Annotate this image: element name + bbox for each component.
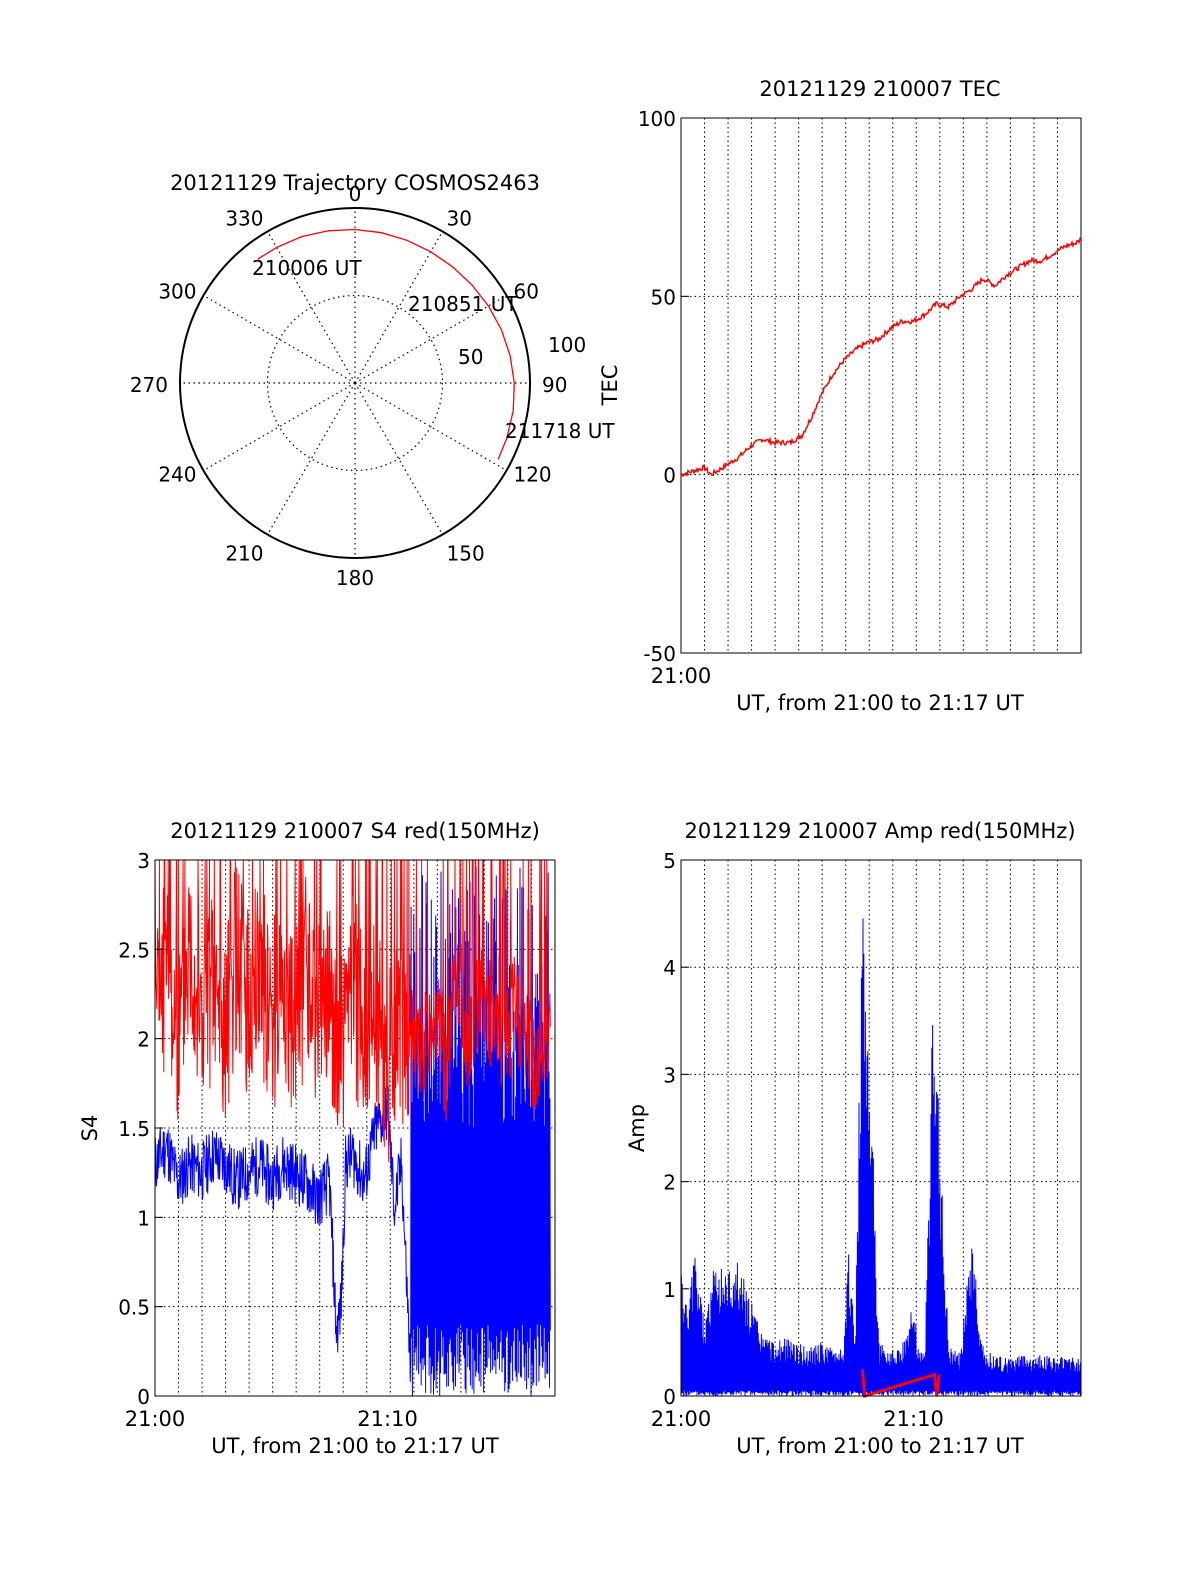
amp-plot-frame <box>680 859 1082 1397</box>
polar-spoke <box>203 382 356 472</box>
polar-title: 20121129 Trajectory COSMOS2463 <box>170 171 540 195</box>
tec-x-axis-label: UT, from 21:00 to 21:17 UT <box>736 691 1024 715</box>
polar-spoke <box>266 231 356 384</box>
polar-ring-label-inner: 50 <box>458 345 483 369</box>
polar-azimuth-label: 120 <box>513 463 551 487</box>
polar-azimuth-label: 240 <box>158 463 196 487</box>
polar-annotation-end: 211718 UT <box>505 419 615 443</box>
polar-azimuth-label: 60 <box>513 280 538 304</box>
y-tick-label: 0 <box>663 1385 676 1409</box>
amp-blue-series <box>680 918 1082 1397</box>
y-tick-label: -50 <box>643 642 676 666</box>
polar-annotation-mid: 210851 UT <box>408 292 518 316</box>
polar-azimuth-label: 150 <box>447 541 485 565</box>
y-tick-label: 3 <box>663 1063 676 1087</box>
polar-azimuth-label: 180 <box>336 566 374 590</box>
y-tick-label: 2 <box>137 1028 150 1052</box>
s4-tick-labels: 0 0.5 1 1.5 2 2.5 3 21:00 21:10 <box>118 849 418 1431</box>
x-tick-label: 21:00 <box>651 1407 712 1431</box>
y-tick-label: 0 <box>663 464 676 488</box>
amp-title: 20121129 210007 Amp red(150MHz) <box>684 819 1075 843</box>
x-tick-label: 21:10 <box>357 1407 418 1431</box>
y-tick-label: 0 <box>137 1385 150 1409</box>
tec-y-axis-label: TEC <box>598 365 622 407</box>
x-tick-label: 21:00 <box>125 1407 186 1431</box>
y-tick-label: 50 <box>651 285 676 309</box>
polar-spoke <box>354 382 507 472</box>
polar-azimuth-label: 30 <box>447 207 472 231</box>
tec-plot-frame <box>680 117 1082 654</box>
y-tick-label: 0.5 <box>118 1296 150 1320</box>
polar-azimuth-label: 0 <box>349 182 362 206</box>
y-tick-label: 3 <box>137 849 150 873</box>
polar-azimuth-labels: 0 30 60 90 120 150 180 210 240 270 300 330 <box>130 182 568 590</box>
tec-series-line <box>680 236 1082 478</box>
polar-grid <box>180 208 530 558</box>
y-tick-label: 1.5 <box>118 1117 150 1141</box>
tec-title: 20121129 210007 TEC <box>759 77 1000 101</box>
y-tick-label: 1 <box>663 1278 676 1302</box>
polar-spoke <box>354 382 444 535</box>
polar-spoke <box>354 231 444 384</box>
amp-panel: 20121129 210007 Amp red(150MHz) 0 1 2 3 4 5 21… <box>625 819 1082 1458</box>
polar-spoke <box>354 294 507 384</box>
amp-red-series <box>860 1369 941 1398</box>
polar-ring-inner <box>266 294 444 472</box>
s4-y-axis-label: S4 <box>78 1115 102 1142</box>
y-tick-label: 4 <box>663 956 676 980</box>
s4-panel: 20121129 210007 S4 red(150MHz) 0 0.5 1 1.5 2… <box>78 819 556 1458</box>
polar-spoke <box>266 382 356 535</box>
y-tick-label: 2 <box>663 1171 676 1195</box>
s4-x-axis-label: UT, from 21:00 to 21:17 UT <box>211 1434 499 1458</box>
tec-grid <box>681 118 1081 653</box>
polar-ring-label-outer: 100 <box>548 333 586 357</box>
s4-red-series <box>154 859 551 1162</box>
polar-spoke <box>203 294 356 384</box>
x-tick-label: 21:10 <box>883 1407 944 1431</box>
polar-azimuth-label: 270 <box>130 373 168 397</box>
polar-trajectory-line <box>257 228 515 460</box>
amp-y-axis-label: Amp <box>625 1104 649 1152</box>
y-tick-label: 100 <box>638 107 676 131</box>
polar-azimuth-label: 330 <box>225 207 263 231</box>
x-tick-label: 21:00 <box>651 664 712 688</box>
y-tick-label: 1 <box>137 1206 150 1230</box>
polar-azimuth-label: 90 <box>542 373 567 397</box>
s4-blue-series <box>154 860 551 1397</box>
polar-outer-ring <box>179 207 531 559</box>
s4-title: 20121129 210007 S4 red(150MHz) <box>170 819 540 843</box>
polar-trajectory-panel: 20121129 Trajectory COSMOS2463 0 30 60 90 12… <box>130 171 616 590</box>
amp-series <box>680 918 1082 1398</box>
amp-tick-labels: 0 1 2 3 4 5 21:00 21:10 <box>651 849 944 1431</box>
amp-x-axis-label: UT, from 21:00 to 21:17 UT <box>736 1434 1024 1458</box>
polar-annotation-start: 210006 UT <box>252 256 362 280</box>
s4-series <box>154 859 551 1397</box>
y-tick-label: 2.5 <box>118 938 150 962</box>
polar-azimuth-label: 210 <box>225 541 263 565</box>
polar-azimuth-label: 300 <box>158 280 196 304</box>
y-tick-label: 5 <box>663 849 676 873</box>
